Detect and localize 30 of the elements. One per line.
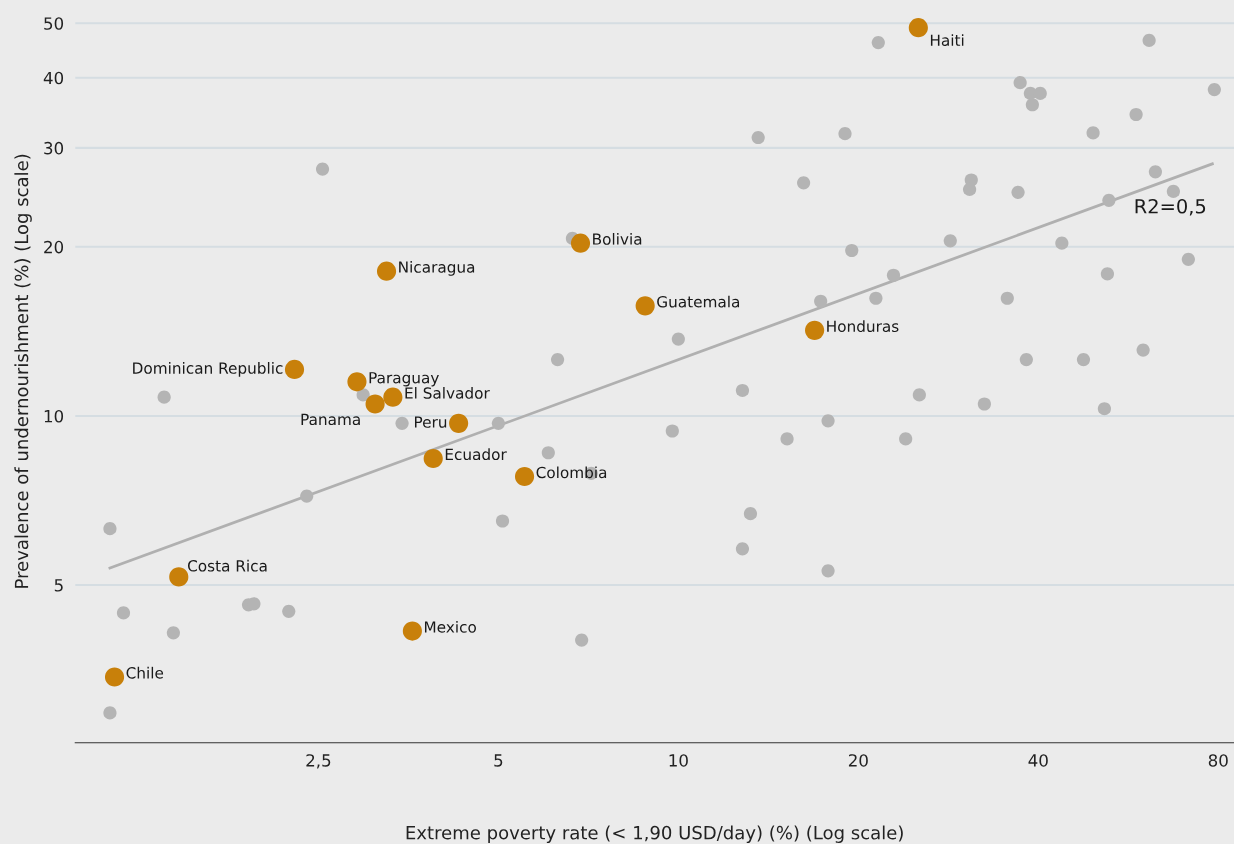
annotation: Nicaragua	[399, 261, 475, 276]
x-tick-label: 20	[848, 754, 868, 767]
y-tick-label: 50	[44, 17, 64, 30]
annotation: R2=0,5	[1135, 198, 1206, 216]
y-tick-label: 5	[54, 579, 63, 592]
annotation: Colombia	[536, 466, 607, 479]
x-tick-label: 80	[1208, 754, 1228, 767]
annotation: Guatemala	[657, 295, 740, 308]
x-tick-label: 2,5	[306, 754, 331, 769]
annotation: Peru	[414, 416, 447, 428]
annotation: Paraguay	[369, 372, 439, 387]
annotation: Chile	[126, 666, 164, 679]
y-tick-label: 40	[43, 71, 64, 85]
annotation: El Salvador	[405, 386, 490, 399]
annotation: Haiti	[930, 34, 964, 47]
y-tick-label: 10	[44, 409, 64, 423]
x-axis-title: Extreme poverty rate (< 1,90 USD/day) (%) (Log scale)	[406, 825, 903, 843]
annotation: Panama	[301, 413, 360, 426]
annotation: Costa Rica	[187, 559, 267, 572]
annotation: Honduras	[827, 320, 899, 333]
annotation: Ecuador	[445, 448, 507, 461]
x-tick-label: 10	[669, 754, 688, 767]
annotation: Bolivia	[593, 233, 642, 245]
y-tick-label: 20	[44, 240, 64, 254]
annotation: Dominican Republic	[133, 362, 283, 377]
x-tick-label: 5	[494, 754, 503, 767]
annotation: Mexico	[424, 620, 476, 633]
x-tick-label: 40	[1028, 754, 1048, 767]
y-tick-label: 30	[44, 141, 64, 155]
y-axis-title: Prevalence of undernourishment (%) (Log scale)	[14, 154, 32, 588]
